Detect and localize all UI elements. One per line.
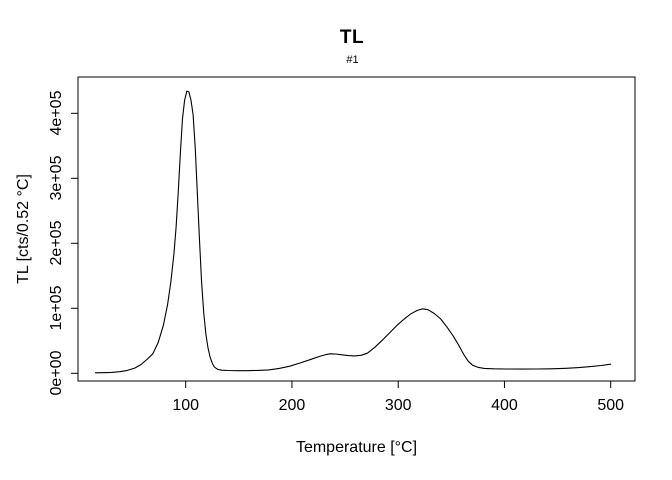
y-tick-label: 3e+05 (48, 155, 65, 201)
x-tick-label: 200 (278, 397, 306, 414)
x-tick-label: 500 (597, 397, 625, 414)
plot-border (77, 76, 636, 382)
x-tick-label: 100 (172, 397, 200, 414)
y-tick-label: 4e+05 (48, 90, 65, 136)
x-tick-label: 300 (384, 397, 412, 414)
glow-curve-line (94, 90, 612, 374)
x-axis-label: Temperature [°C] (295, 439, 418, 456)
x-tick-label: 400 (491, 397, 518, 414)
y-tick-label: 1e+05 (48, 285, 65, 331)
chart-subtitle: #1 (346, 54, 359, 66)
chart-title: TL (339, 27, 365, 48)
y-tick-label: 2e+05 (48, 220, 65, 266)
y-axis-label-text: TL [cts/0.52 °C] (15, 174, 32, 284)
y-tick-label: 0e+00 (48, 350, 65, 396)
